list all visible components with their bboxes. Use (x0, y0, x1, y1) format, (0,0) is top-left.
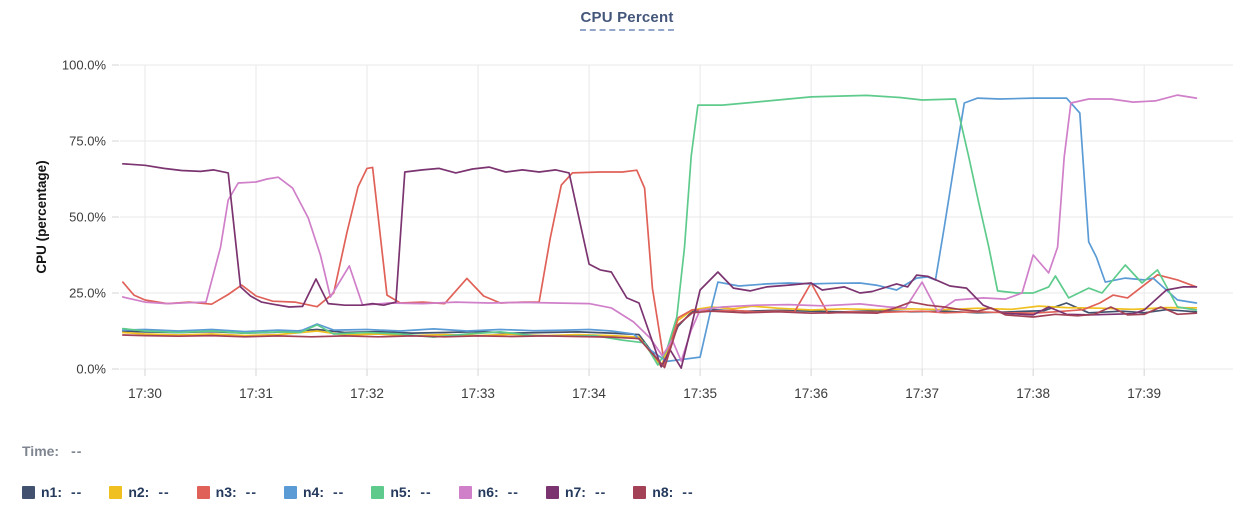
legend-value-n1: -- (71, 484, 83, 500)
x-tick-label: 17:38 (1016, 386, 1050, 401)
legend-item-n8[interactable]: n8: -- (633, 484, 693, 500)
legend-value-n5: -- (420, 484, 432, 500)
legend-item-n3[interactable]: n3: -- (196, 484, 257, 500)
series-line-n5 (121, 94, 1198, 366)
y-tick-label: 50.0% (69, 210, 106, 225)
legend-swatch-n7 (545, 485, 559, 499)
cpu-percent-chart[interactable]: 0.0% 25.0% 50.0% 75.0% 100.0% 17:30 17:31 17:32… (0, 0, 1254, 430)
legend-swatch-n3 (196, 485, 210, 499)
y-tick-label: 0.0% (76, 362, 106, 377)
x-tick-label: 17:31 (239, 386, 273, 401)
legend-item-n4[interactable]: n4: -- (283, 484, 345, 500)
x-tick-label: 17:39 (1127, 386, 1161, 401)
x-tick-label: 17:36 (794, 386, 828, 401)
legend-item-n6[interactable]: n6: -- (458, 484, 519, 500)
series-line-n8 (121, 301, 1198, 369)
legend-item-n7[interactable]: n7: -- (545, 484, 607, 500)
legend-item-n5[interactable]: n5: -- (371, 484, 431, 500)
legend-swatch-n8 (633, 485, 647, 499)
legend-swatch-n1 (22, 485, 35, 499)
chart-title[interactable]: CPU Percent (580, 9, 674, 31)
legend-label-n4: n4: (302, 484, 324, 500)
time-readout: Time: -- (22, 443, 82, 459)
y-tick-label: 25.0% (69, 286, 106, 301)
x-tick-label: 17:37 (905, 386, 939, 401)
legend-value-n6: -- (507, 484, 519, 500)
legend-item-n2[interactable]: n2: -- (109, 484, 169, 500)
x-tick-label: 17:33 (461, 386, 495, 401)
legend-value-n3: -- (245, 484, 257, 500)
x-tick-label: 17:32 (350, 386, 384, 401)
x-tick-label: 17:30 (128, 386, 162, 401)
legend-value-n7: -- (594, 484, 607, 500)
legend-value-n8: -- (682, 484, 694, 500)
legend-label-n5: n5: (390, 484, 412, 500)
legend-value-n4: -- (332, 484, 345, 500)
series-line-n3 (121, 166, 1198, 366)
x-tick-label: 17:35 (683, 386, 717, 401)
time-value: -- (71, 443, 83, 459)
chart-header: CPU Percent (0, 9, 1254, 31)
series-line-n4 (121, 97, 1198, 363)
legend-swatch-n2 (109, 485, 123, 499)
legend-label-n7: n7: (564, 484, 586, 500)
legend-label-n2: n2: (128, 484, 150, 500)
legend-swatch-n6 (458, 485, 472, 499)
series-legend: n1: -- n2: -- n3: -- n4: -- n5: -- n6: -- n7: -- n8: -- (22, 484, 721, 500)
legend-label-n1: n1: (41, 484, 62, 500)
legend-swatch-n4 (283, 485, 297, 499)
legend-swatch-n5 (371, 485, 385, 499)
time-label: Time: (22, 443, 60, 459)
y-tick-label: 75.0% (69, 134, 106, 149)
legend-label-n3: n3: (215, 484, 237, 500)
legend-label-n8: n8: (652, 484, 674, 500)
series-line-n6 (121, 94, 1198, 362)
y-tick-label: 100.0% (62, 58, 107, 73)
legend-label-n6: n6: (477, 484, 499, 500)
y-axis-title: CPU (percentage) (34, 160, 49, 273)
series-line-n7 (121, 162, 1198, 369)
legend-value-n2: -- (158, 484, 170, 500)
legend-item-n1[interactable]: n1: -- (22, 484, 82, 500)
x-tick-label: 17:34 (572, 386, 606, 401)
